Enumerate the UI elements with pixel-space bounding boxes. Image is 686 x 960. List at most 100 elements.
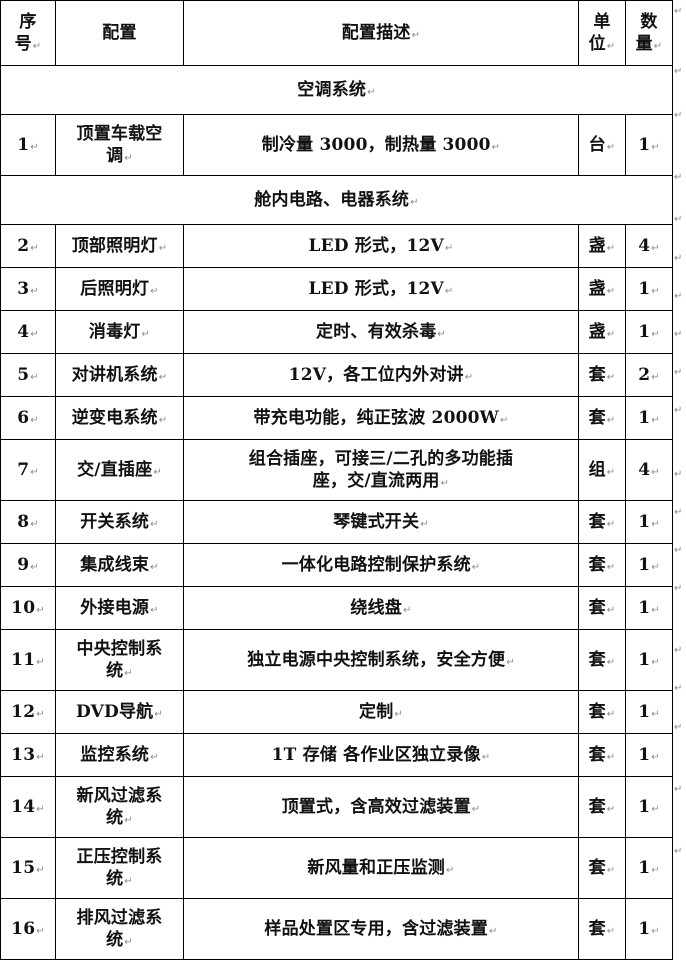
paragraph-mark-icon: ↵ (674, 507, 683, 518)
cell-config: 集成线束↵ (55, 543, 184, 587)
cell-unit: 套↵ (578, 776, 626, 838)
cell-unit: 套↵ (578, 690, 626, 734)
header-cell-description: 配置描述↵ (183, 0, 579, 66)
cell-quantity: 1↵ (625, 586, 673, 630)
paragraph-mark-icon: ↵ (606, 414, 616, 426)
paragraph-mark-icon: ↵ (30, 561, 39, 573)
cell-description-line2: 座，交/直流两用↵ (312, 471, 450, 491)
cell-quantity: 1↵ (625, 310, 673, 354)
cell-description: 顶置式，含高效过滤装置↵ (183, 776, 579, 838)
paragraph-mark-icon: ↵ (674, 253, 683, 264)
table-row: 14↵ 新风过滤系 统↵ 顶置式，含高效过滤装置↵ 套↵ 1↵ (0, 776, 673, 838)
paragraph-mark-icon: ↵ (481, 751, 491, 763)
cell-quantity: 1↵ (625, 396, 673, 440)
cell-no: 5↵ (0, 353, 56, 397)
paragraph-mark-icon: ↵ (36, 803, 45, 815)
paragraph-mark-icon: ↵ (674, 367, 683, 378)
paragraph-mark-icon: ↵ (651, 864, 660, 876)
cell-quantity: 1↵ (625, 543, 673, 587)
cell-config: 顶置车载空 调↵ (55, 114, 184, 176)
cell-no: 11↵ (0, 629, 56, 691)
cell-description: 琴键式开关↵ (183, 500, 579, 544)
paragraph-mark-icon: ↵ (158, 414, 168, 426)
table-row: 9↵ 集成线束↵ 一体化电路控制保护系统↵ 套↵ 1↵ (0, 543, 673, 587)
cell-config-line1: 新风过滤系 (76, 785, 163, 806)
cell-config: 后照明灯↵ (55, 267, 184, 311)
paragraph-mark-icon: ↵ (651, 371, 660, 383)
paragraph-mark-icon: ↵ (674, 784, 683, 795)
table-row: 10↵ 外接电源↵ 绕线盘↵ 套↵ 1↵ (0, 586, 673, 630)
paragraph-mark-icon: ↵ (489, 925, 498, 937)
paragraph-mark-icon: ↵ (606, 656, 616, 668)
paragraph-mark-icon: ↵ (30, 285, 39, 297)
cell-no: 12↵ (0, 690, 56, 734)
table-row: 16↵ 排风过滤系 统↵ 样品处置区专用，含过滤装置↵ 套↵ 1↵ (0, 898, 673, 960)
paragraph-mark-icon: ↵ (154, 708, 163, 720)
paragraph-mark-icon: ↵ (411, 29, 421, 41)
cell-quantity: 4↵ (625, 224, 673, 268)
cell-description: LED 形式，12V↵ (183, 224, 579, 268)
header-no-line1: 序 (19, 11, 37, 32)
table-row: 6↵ 逆变电系统↵ 带充电功能，纯正弦波 2000W↵ 套↵ 1↵ (0, 396, 673, 440)
paragraph-mark-icon: ↵ (158, 242, 168, 254)
paragraph-mark-icon: ↵ (491, 141, 501, 153)
paragraph-mark-icon: ↵ (674, 291, 683, 302)
paragraph-mark-icon: ↵ (606, 604, 616, 616)
cell-unit: 套↵ (578, 898, 626, 960)
cell-quantity: 1↵ (625, 267, 673, 311)
paragraph-mark-icon: ↵ (606, 803, 616, 815)
cell-unit: 套↵ (578, 629, 626, 691)
cell-quantity: 1↵ (625, 500, 673, 544)
paragraph-mark-icon: ↵ (420, 518, 429, 530)
paragraph-mark-icon: ↵ (32, 41, 42, 52)
cell-config-line1: 中央控制系 (76, 638, 163, 659)
table-row: 7↵ 交/直插座↵ 组合插座，可接三/二孔的多功能插 座，交/直流两用↵ 组↵ … (0, 439, 673, 501)
cell-quantity: 1↵ (625, 733, 673, 777)
table-row: 8↵ 开关系统↵ 琴键式开关↵ 套↵ 1↵ (0, 500, 673, 544)
cell-quantity: 1↵ (625, 898, 673, 960)
header-unit-line2: 位↵ (588, 34, 616, 54)
paragraph-mark-icon: ↵ (124, 668, 133, 679)
paragraph-mark-icon: ↵ (606, 371, 616, 383)
cell-description: 组合插座，可接三/二孔的多功能插 座，交/直流两用↵ (183, 439, 579, 501)
header-cell-unit: 单 位↵ (578, 0, 626, 66)
paragraph-mark-icon: ↵ (674, 645, 683, 656)
cell-quantity: 1↵ (625, 629, 673, 691)
cell-description: 定时、有效杀毒↵ (183, 310, 579, 354)
header-qty-line1: 数 (640, 11, 658, 32)
paragraph-mark-icon: ↵ (651, 803, 660, 815)
paragraph-mark-icon: ↵ (36, 604, 45, 616)
paragraph-mark-icon: ↵ (394, 708, 403, 720)
cell-description: 制冷量 3000，制热量 3000↵ (183, 114, 579, 176)
paragraph-mark-icon: ↵ (674, 583, 683, 594)
section-title-air-conditioning: 空调系统↵ (0, 65, 673, 115)
cell-config: 开关系统↵ (55, 500, 184, 544)
paragraph-mark-icon: ↵ (651, 604, 660, 616)
paragraph-mark-icon: ↵ (124, 876, 133, 887)
table-row: 13↵ 监控系统↵ 1T 存储 各作业区独立录像↵ 套↵ 1↵ (0, 733, 673, 777)
cell-quantity: 2↵ (625, 353, 673, 397)
paragraph-mark-icon: ↵ (606, 141, 616, 153)
paragraph-mark-icon: ↵ (674, 469, 683, 480)
paragraph-mark-icon: ↵ (606, 751, 616, 763)
table-row: 4↵ 消毒灯↵ 定时、有效杀毒↵ 盏↵ 1↵ (0, 310, 673, 354)
paragraph-mark-icon: ↵ (606, 518, 616, 530)
cell-config: 正压控制系 统↵ (55, 837, 184, 899)
cell-description: LED 形式，12V↵ (183, 267, 579, 311)
table-header-row: 序 号↵ 配置 配置描述↵ 单 位↵ 数 量↵ (0, 0, 673, 66)
paragraph-mark-icon: ↵ (651, 242, 660, 254)
paragraph-mark-icon: ↵ (606, 41, 616, 52)
cell-config-line1: 正压控制系 (76, 846, 163, 867)
paragraph-mark-icon: ↵ (674, 405, 683, 416)
paragraph-mark-icon: ↵ (606, 285, 616, 297)
header-unit-line1: 单 (593, 11, 611, 32)
cell-unit: 套↵ (578, 837, 626, 899)
paragraph-mark-icon: ↵ (651, 414, 660, 426)
cell-config-line2: 统↵ (106, 808, 133, 828)
paragraph-mark-icon: ↵ (153, 466, 162, 478)
paragraph-mark-icon: ↵ (36, 656, 45, 668)
cell-config: 对讲机系统↵ (55, 353, 184, 397)
cell-config: 新风过滤系 统↵ (55, 776, 184, 838)
paragraph-mark-icon: ↵ (674, 329, 683, 340)
paragraph-mark-icon: ↵ (471, 803, 481, 815)
